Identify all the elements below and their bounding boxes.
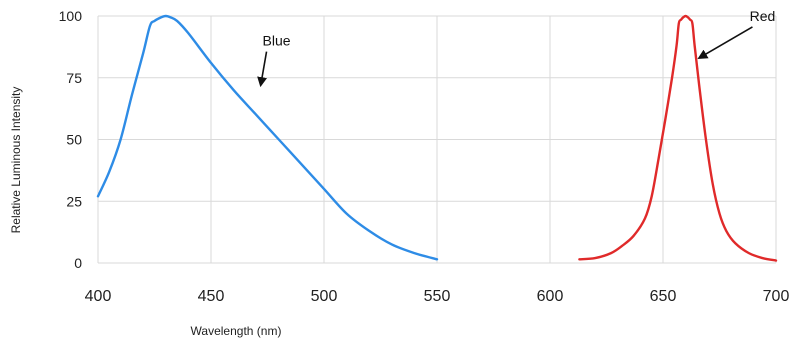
x-tick-label: 700 [763,288,790,305]
annotation-label-red: Red [750,8,776,24]
y-tick-label: 100 [59,8,83,24]
y-tick-label: 75 [66,70,82,86]
annotation-arrow-red [697,26,753,59]
annotations: Blue Red [257,8,776,88]
x-tick-label: 650 [650,288,677,305]
y-axis-ticks: 0 25 50 75 100 [59,8,83,271]
y-tick-label: 25 [66,193,82,209]
x-tick-label: 450 [198,288,225,305]
y-tick-label: 0 [74,255,82,271]
x-axis-ticks: 400 450 500 550 600 650 700 [85,288,790,305]
annotation-label-blue: Blue [263,33,291,49]
series-line-blue [96,14,439,261]
y-tick-label: 50 [66,132,82,148]
y-axis-title: Relative Luminous Intensity [9,87,23,234]
series-layer [96,14,778,262]
x-tick-label: 550 [424,288,451,305]
x-tick-label: 600 [537,288,564,305]
x-axis-title: Wavelength (nm) [191,324,282,338]
x-tick-label: 400 [85,288,112,305]
series-line-red [578,14,778,262]
annotation-arrow-blue [257,51,268,88]
grid [97,15,777,264]
x-tick-label: 500 [311,288,338,305]
